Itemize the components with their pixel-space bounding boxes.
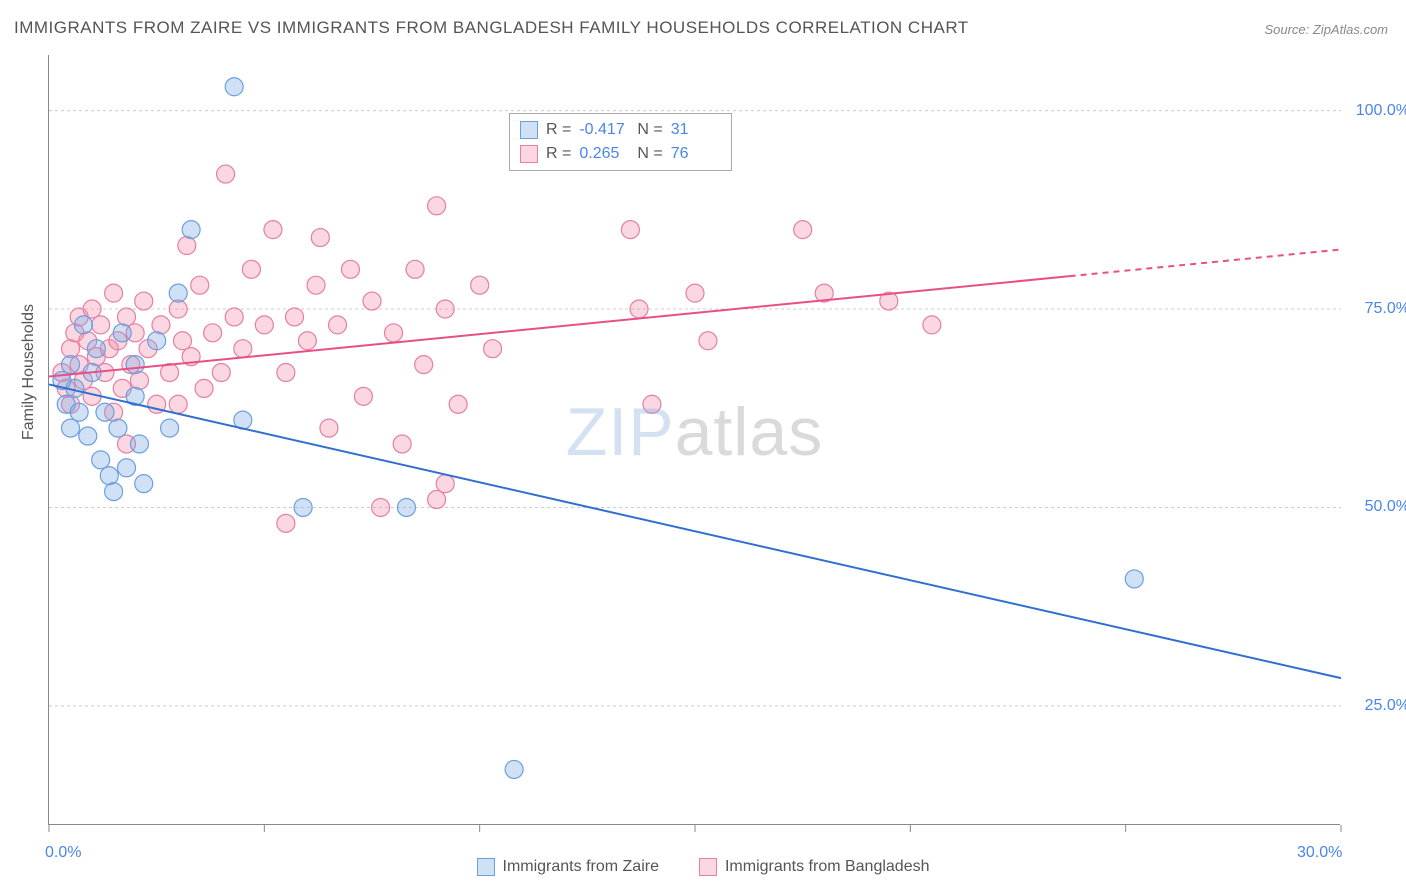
bottom-legend-bangladesh-label: Immigrants from Bangladesh xyxy=(725,858,930,876)
legend-r-bangladesh: 0.265 xyxy=(579,145,629,163)
legend-n-label: N = xyxy=(637,145,662,163)
y-tick-label: 25.0% xyxy=(1350,697,1406,715)
y-axis-label: Family Households xyxy=(20,304,38,440)
legend-row-bangladesh: R = 0.265 N = 76 xyxy=(520,142,721,166)
legend-n-label: N = xyxy=(637,121,662,139)
bottom-legend-bangladesh: Immigrants from Bangladesh xyxy=(699,858,930,876)
legend-n-bangladesh: 76 xyxy=(671,145,721,163)
legend-swatch-bangladesh xyxy=(520,145,538,163)
bottom-legend-zaire: Immigrants from Zaire xyxy=(477,858,659,876)
legend-r-label: R = xyxy=(546,121,571,139)
legend-swatch-zaire xyxy=(520,121,538,139)
chart-title: IMMIGRANTS FROM ZAIRE VS IMMIGRANTS FROM… xyxy=(14,18,969,38)
y-tick-label: 50.0% xyxy=(1350,498,1406,516)
legend-n-zaire: 31 xyxy=(671,121,721,139)
y-tick-label: 75.0% xyxy=(1350,300,1406,318)
legend-swatch-icon xyxy=(477,858,495,876)
legend-r-label: R = xyxy=(546,145,571,163)
legend-row-zaire: R = -0.417 N = 31 xyxy=(520,118,721,142)
bottom-legend-zaire-label: Immigrants from Zaire xyxy=(503,858,659,876)
correlation-legend: R = -0.417 N = 31 R = 0.265 N = 76 xyxy=(509,113,732,171)
source-label: Source: ZipAtlas.com xyxy=(1264,22,1388,37)
bottom-legend: Immigrants from Zaire Immigrants from Ba… xyxy=(0,858,1406,876)
legend-swatch-icon xyxy=(699,858,717,876)
plot-area: ZIPatlas R = -0.417 N = 31 R = 0.265 N =… xyxy=(48,55,1340,825)
y-tick-label: 100.0% xyxy=(1350,102,1406,120)
legend-r-zaire: -0.417 xyxy=(579,121,629,139)
